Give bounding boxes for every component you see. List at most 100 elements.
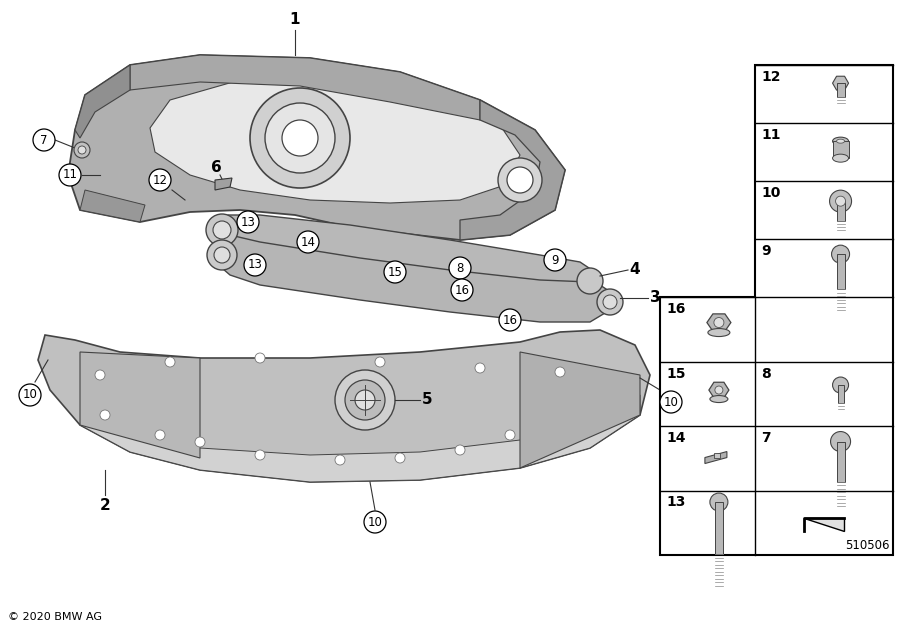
Circle shape: [831, 432, 850, 452]
Polygon shape: [80, 395, 640, 482]
Text: 9: 9: [551, 253, 559, 266]
Circle shape: [149, 169, 171, 191]
Polygon shape: [38, 330, 650, 482]
Polygon shape: [80, 352, 200, 458]
Circle shape: [830, 190, 851, 212]
Circle shape: [832, 245, 850, 263]
Polygon shape: [660, 65, 893, 555]
Text: 10: 10: [663, 396, 679, 408]
Text: 14: 14: [666, 431, 686, 445]
Bar: [714, 452, 720, 457]
Circle shape: [207, 240, 237, 270]
Polygon shape: [215, 235, 615, 322]
Circle shape: [95, 370, 105, 380]
Circle shape: [364, 511, 386, 533]
Circle shape: [384, 261, 406, 283]
Text: 15: 15: [666, 367, 686, 381]
Text: 7: 7: [761, 431, 770, 445]
Circle shape: [165, 357, 175, 367]
Circle shape: [100, 410, 110, 420]
Circle shape: [507, 167, 533, 193]
Circle shape: [33, 129, 55, 151]
Circle shape: [297, 231, 319, 253]
Circle shape: [237, 211, 259, 233]
Circle shape: [832, 377, 849, 393]
Circle shape: [345, 380, 385, 420]
Circle shape: [375, 357, 385, 367]
Ellipse shape: [832, 137, 849, 145]
Text: 7: 7: [40, 134, 48, 147]
Polygon shape: [705, 452, 727, 464]
Text: 10: 10: [367, 515, 382, 529]
Circle shape: [213, 221, 231, 239]
Circle shape: [715, 386, 723, 394]
Text: 5: 5: [422, 392, 432, 408]
Polygon shape: [804, 518, 844, 530]
Circle shape: [282, 120, 318, 156]
Text: 10: 10: [22, 389, 38, 401]
Bar: [837, 201, 844, 221]
Polygon shape: [706, 314, 731, 331]
Circle shape: [265, 103, 335, 173]
Bar: [832, 141, 849, 158]
Text: 12: 12: [761, 70, 780, 84]
Circle shape: [335, 455, 345, 465]
Circle shape: [250, 88, 350, 188]
Bar: [838, 385, 843, 403]
Circle shape: [59, 164, 81, 186]
Text: 13: 13: [240, 215, 256, 229]
Circle shape: [544, 249, 566, 271]
Circle shape: [255, 353, 265, 363]
Text: 8: 8: [761, 367, 770, 381]
Text: 8: 8: [456, 261, 464, 275]
Text: 4: 4: [630, 263, 640, 277]
Circle shape: [475, 363, 485, 373]
Circle shape: [214, 247, 230, 263]
Polygon shape: [150, 80, 520, 203]
Text: 16: 16: [502, 314, 518, 326]
Circle shape: [78, 146, 86, 154]
Text: 13: 13: [248, 258, 263, 272]
Bar: [715, 502, 723, 554]
Text: 10: 10: [761, 186, 780, 200]
Text: 16: 16: [666, 302, 686, 316]
Text: 9: 9: [761, 244, 770, 258]
Circle shape: [335, 370, 395, 430]
Text: 510506: 510506: [845, 539, 890, 552]
Text: 11: 11: [761, 128, 780, 142]
Ellipse shape: [710, 396, 728, 403]
Text: 6: 6: [211, 161, 221, 176]
Polygon shape: [460, 100, 565, 240]
Circle shape: [603, 295, 617, 309]
Circle shape: [597, 289, 623, 315]
Circle shape: [19, 384, 41, 406]
Polygon shape: [68, 55, 565, 240]
Bar: [837, 83, 844, 97]
Text: 2: 2: [100, 498, 111, 512]
Polygon shape: [75, 65, 130, 138]
Circle shape: [710, 493, 728, 511]
Text: 14: 14: [301, 236, 316, 248]
Text: 1: 1: [290, 13, 301, 28]
Text: 16: 16: [454, 284, 470, 297]
Text: 15: 15: [388, 265, 402, 278]
Polygon shape: [520, 352, 640, 468]
Text: 11: 11: [62, 168, 77, 181]
Circle shape: [155, 430, 165, 440]
Circle shape: [255, 450, 265, 460]
Circle shape: [505, 430, 515, 440]
Circle shape: [577, 268, 603, 294]
Polygon shape: [709, 382, 729, 398]
Circle shape: [355, 390, 375, 410]
Circle shape: [555, 367, 565, 377]
Ellipse shape: [837, 139, 844, 143]
Polygon shape: [832, 76, 849, 90]
Circle shape: [451, 279, 473, 301]
Polygon shape: [215, 178, 232, 190]
Text: © 2020 BMW AG: © 2020 BMW AG: [8, 612, 102, 622]
Circle shape: [835, 196, 846, 206]
Circle shape: [244, 254, 266, 276]
Polygon shape: [130, 55, 480, 120]
Circle shape: [499, 309, 521, 331]
Text: 3: 3: [650, 290, 661, 306]
